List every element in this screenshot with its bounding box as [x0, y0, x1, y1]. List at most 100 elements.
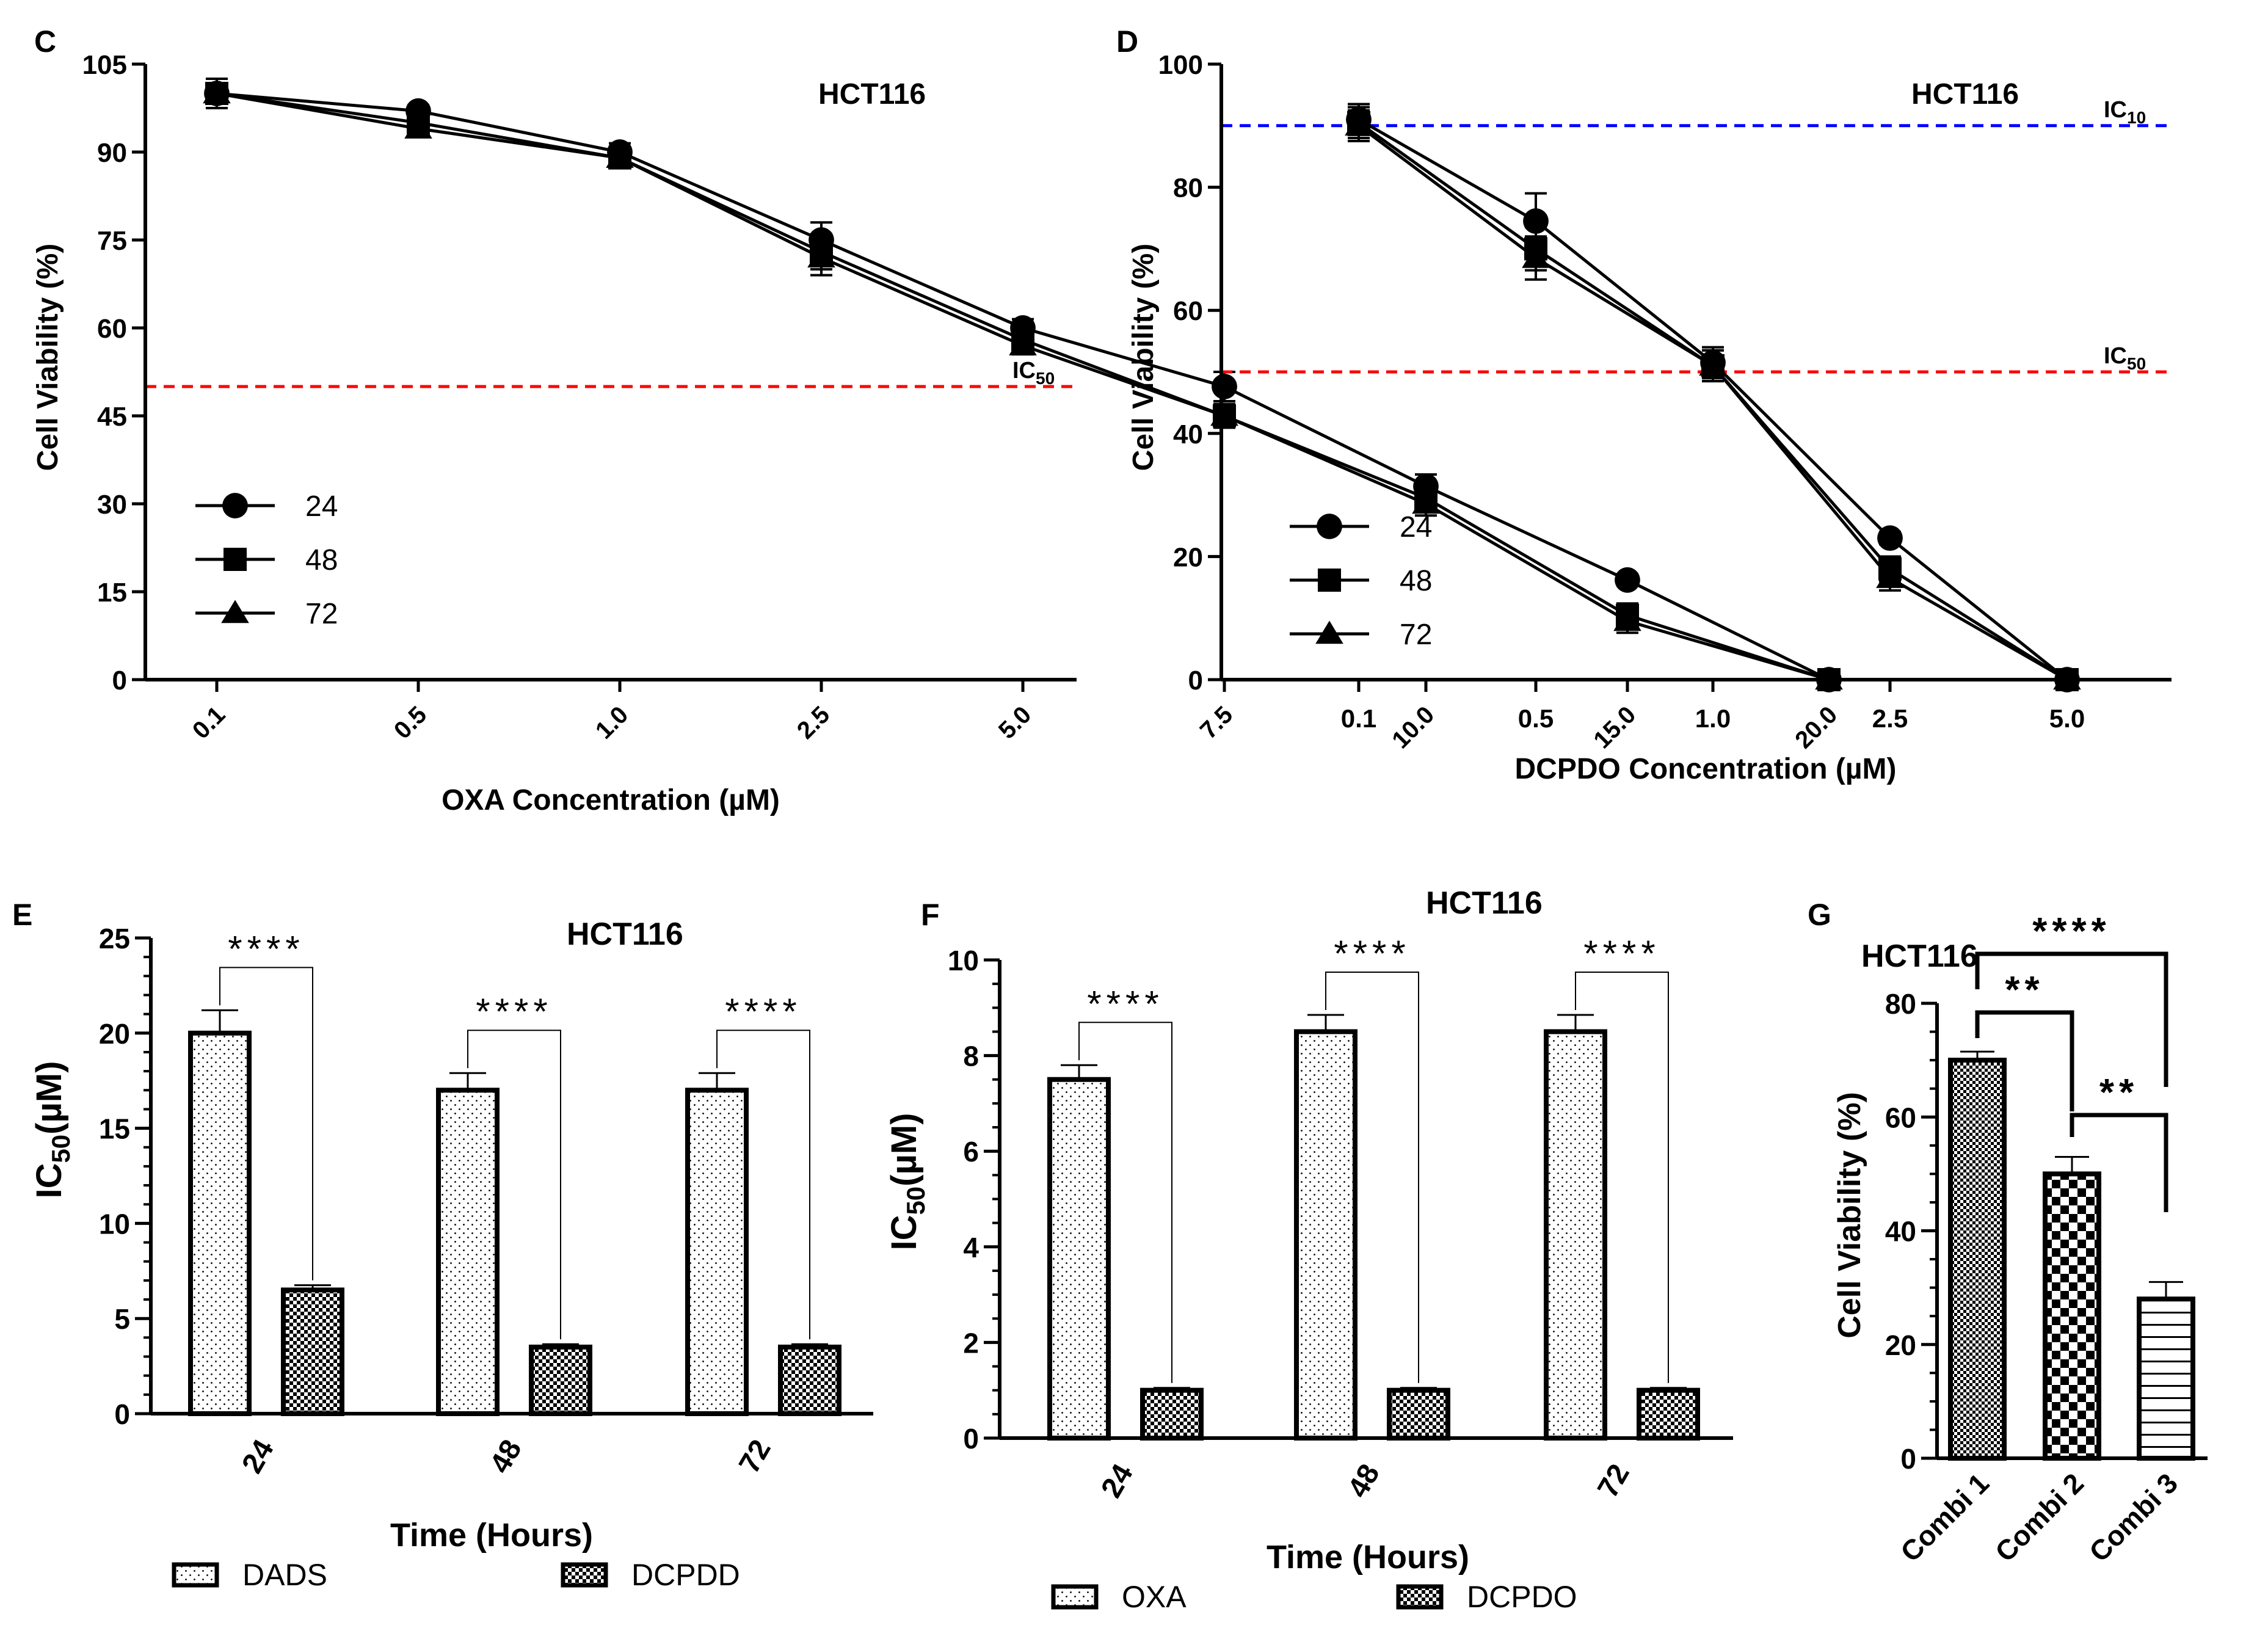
data-point-triangle: [1876, 565, 1904, 588]
x-tick-label: 7.5: [1195, 701, 1238, 744]
significance-label: ****: [228, 928, 304, 969]
data-point-circle: [1212, 374, 1237, 399]
y-label-sub: 50: [901, 1187, 930, 1215]
y-label-suffix: (µM): [29, 1061, 69, 1134]
y-tick-label: 25: [99, 923, 130, 954]
bar-DADS: [685, 1088, 749, 1416]
reference-label-prefix: IC: [2104, 97, 2127, 123]
legend-marker-triangle: [221, 600, 249, 623]
legend-swatch-DADS: [172, 1562, 219, 1588]
legend-label: OXA: [1122, 1580, 1187, 1614]
chart-title: HCT116: [1426, 885, 1543, 921]
data-point-circle: [1877, 525, 1903, 551]
legend-label: DCPDD: [631, 1558, 740, 1592]
panel-label: G: [1808, 898, 1831, 932]
y-tick-label: 105: [82, 50, 127, 80]
bar-combi-2: [2043, 1171, 2101, 1461]
x-tick-label: 0.5: [1518, 704, 1554, 733]
significance-label: ****: [1087, 983, 1163, 1024]
y-axis-label: Cell Viability (%): [32, 244, 64, 471]
data-point-triangle: [1613, 608, 1641, 631]
y-label-suffix: (µM): [884, 1113, 924, 1186]
data-point-triangle: [1009, 332, 1037, 356]
data-point-triangle: [1345, 112, 1373, 136]
significance-label: **: [2099, 1072, 2139, 1114]
bar-DCPDD: [529, 1344, 592, 1416]
x-tick-label: 2.5: [792, 701, 835, 744]
legend-swatch-DCPDO: [1396, 1584, 1444, 1610]
x-tick-label: 72: [1591, 1459, 1636, 1503]
panel-label: F: [921, 898, 940, 932]
x-axis-label: Time (Hours): [1267, 1539, 1469, 1575]
y-tick-label: 60: [97, 314, 127, 344]
y-tick-label: 5: [114, 1303, 130, 1335]
chart-title: HCT116: [1911, 78, 2019, 111]
y-tick-label: 75: [97, 226, 127, 256]
significance-bracket: [219, 967, 313, 1281]
panel-label: D: [1116, 24, 1138, 59]
significance-label: ****: [2032, 910, 2111, 953]
legend-marker-square: [224, 548, 247, 571]
x-tick-label: 48: [1342, 1459, 1386, 1503]
significance-bracket: [1975, 1010, 2074, 1111]
significance-bracket: [1575, 972, 1669, 1383]
y-tick-label: 100: [1158, 50, 1203, 80]
x-tick-label: 1.0: [1695, 704, 1731, 733]
y-tick-label: 0: [114, 1398, 130, 1430]
x-axis-label: Time (Hours): [390, 1517, 593, 1554]
y-tick-label: 4: [963, 1232, 979, 1263]
data-point-triangle: [1210, 402, 1238, 426]
y-tick-label: 10: [99, 1208, 130, 1240]
significance-label: ****: [1583, 933, 1660, 974]
y-tick-label: 6: [963, 1136, 979, 1168]
y-axis-label: IC50(µM): [884, 1113, 930, 1250]
y-tick-label: 20: [1173, 542, 1203, 572]
legend-label: DCPDO: [1467, 1580, 1577, 1614]
y-axis-label: Cell Viability (%): [1832, 1092, 1867, 1339]
significance-bracket: [2070, 1113, 2168, 1212]
reference-label-prefix: IC: [1012, 358, 1036, 383]
y-tick-label: 40: [1173, 420, 1203, 449]
bar-DCPDD: [778, 1344, 841, 1416]
x-tick-label: 48: [484, 1434, 528, 1479]
reference-label-ic10: IC10: [2104, 97, 2146, 127]
bar-combi-1: [1948, 1058, 2007, 1461]
significance-bracket: [716, 1030, 810, 1340]
chart-title: HCT116: [567, 917, 683, 952]
data-point-triangle: [1412, 490, 1440, 514]
legend-marker-circle: [1317, 514, 1342, 539]
y-tick-label: 20: [99, 1018, 130, 1050]
data-point-triangle: [2053, 666, 2081, 690]
bar-DADS: [436, 1088, 500, 1416]
x-tick-label: Combi 1: [1894, 1467, 1995, 1568]
legend-marker-square: [1318, 569, 1341, 592]
x-tick-label: 24: [1095, 1459, 1139, 1503]
significance-bracket: [1975, 951, 2168, 1087]
reference-label-sub: 50: [1036, 369, 1055, 388]
y-tick-label: 80: [1885, 988, 1916, 1020]
reference-label-ic50: IC50: [1012, 358, 1055, 388]
bar-DADS: [188, 1030, 252, 1417]
reference-label-prefix: IC: [2104, 343, 2127, 369]
chart-title: HCT116: [818, 78, 926, 111]
bar-DCPDO: [1637, 1387, 1700, 1441]
data-point-triangle: [203, 80, 231, 104]
reference-label-ic50: IC50: [2104, 343, 2146, 373]
y-tick-label: 60: [1173, 296, 1203, 326]
legend-marker-triangle: [1315, 620, 1343, 644]
panel-label: E: [12, 898, 32, 932]
legend-label: 72: [1400, 619, 1432, 651]
data-point-triangle: [807, 244, 835, 268]
significance-label: **: [2005, 969, 2044, 1011]
x-tick-label: 2.5: [1872, 704, 1908, 733]
bar-OXA: [1544, 1029, 1607, 1441]
reference-label-sub: 10: [2127, 108, 2146, 127]
bar-DCPDD: [281, 1287, 344, 1416]
legend-label: DADS: [242, 1558, 327, 1592]
x-tick-label: 10.0: [1387, 701, 1439, 754]
bar-combi-3: [2137, 1296, 2195, 1461]
y-tick-label: 0: [963, 1423, 979, 1455]
